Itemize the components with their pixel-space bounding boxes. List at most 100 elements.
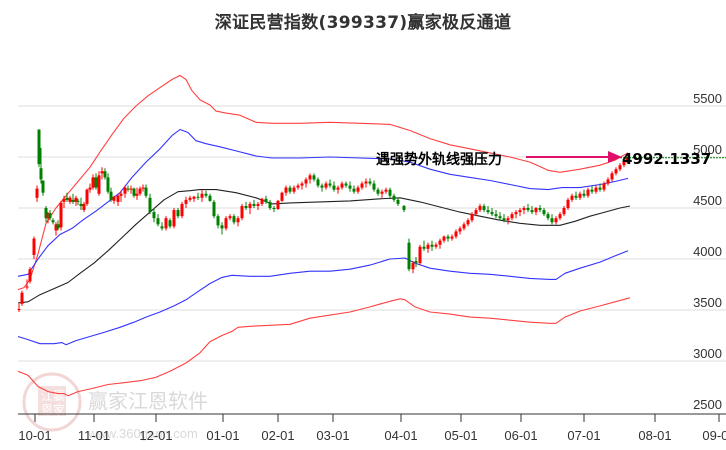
candle-body bbox=[184, 199, 188, 204]
band-line bbox=[17, 128, 629, 277]
candle-body bbox=[109, 191, 113, 200]
candle-body bbox=[502, 218, 506, 221]
watermark-seal-icon bbox=[22, 372, 82, 432]
candle-body bbox=[129, 188, 133, 190]
candle-body bbox=[28, 269, 32, 282]
svg-text:恩: 恩 bbox=[41, 403, 53, 417]
candle-body bbox=[37, 129, 41, 165]
candle-body bbox=[414, 261, 418, 264]
candle-body bbox=[407, 242, 411, 270]
candle-body bbox=[35, 188, 39, 198]
candle-body bbox=[614, 169, 618, 174]
candle-body bbox=[618, 165, 622, 170]
x-tick-label: 01-01 bbox=[206, 428, 239, 443]
candle-body bbox=[46, 214, 50, 219]
candle-body bbox=[426, 244, 430, 249]
candle-body bbox=[348, 185, 352, 189]
candle-body bbox=[48, 213, 52, 219]
candle-body bbox=[152, 212, 156, 219]
candle-body bbox=[462, 224, 466, 229]
candle-body bbox=[280, 192, 284, 201]
candle-body bbox=[522, 208, 526, 211]
candle-body bbox=[578, 193, 582, 198]
candle-body bbox=[438, 240, 442, 245]
candle-body bbox=[160, 226, 164, 229]
candle-body bbox=[17, 308, 21, 310]
y-tick-label: 5500 bbox=[693, 91, 722, 106]
candle-body bbox=[474, 210, 478, 215]
candle-body bbox=[176, 210, 180, 217]
candle-body bbox=[123, 187, 127, 194]
candle-body bbox=[602, 183, 606, 190]
candle-body bbox=[510, 214, 514, 219]
candle-body bbox=[566, 199, 570, 208]
candlesticks bbox=[17, 129, 629, 313]
candle-body bbox=[62, 198, 66, 202]
y-axis-ticks: 5500 5000 4500 4000 3500 3000 2500 bbox=[693, 91, 722, 412]
candle-body bbox=[458, 228, 462, 232]
candle-body bbox=[558, 214, 562, 219]
candle-body bbox=[392, 195, 396, 200]
candle-body bbox=[94, 177, 98, 188]
candle-body bbox=[570, 195, 574, 200]
candle-body bbox=[74, 197, 78, 202]
candle-body bbox=[550, 218, 554, 223]
candle-body bbox=[625, 158, 629, 162]
candle-body bbox=[79, 203, 83, 206]
candle-body bbox=[542, 210, 546, 215]
band-line bbox=[17, 74, 629, 291]
candle-body bbox=[562, 208, 566, 215]
candle-body bbox=[388, 189, 392, 196]
candle-body bbox=[434, 244, 438, 247]
candle-body bbox=[284, 187, 288, 193]
candle-body bbox=[288, 187, 292, 192]
candle-body bbox=[85, 189, 89, 204]
candle-body bbox=[168, 220, 172, 227]
candle-body bbox=[336, 187, 340, 190]
candle-body bbox=[312, 175, 316, 180]
candle-body bbox=[454, 231, 458, 237]
candle-body bbox=[304, 179, 308, 184]
band-line bbox=[17, 189, 631, 304]
candle-body bbox=[526, 208, 530, 211]
candle-body bbox=[340, 183, 344, 188]
candle-body bbox=[598, 187, 602, 190]
candle-body bbox=[402, 205, 406, 211]
y-tick-label: 3000 bbox=[693, 346, 722, 361]
candle-body bbox=[418, 246, 422, 264]
candle-body bbox=[586, 189, 590, 196]
candle-body bbox=[172, 210, 176, 227]
annotation-text: 遇强势外轨线强压力 bbox=[376, 151, 502, 168]
band-line bbox=[17, 297, 631, 397]
watermark-url: www.360gann.com bbox=[87, 426, 198, 441]
x-tick-label: 12-01 bbox=[139, 428, 172, 443]
candle-body bbox=[490, 212, 494, 215]
candle-body bbox=[324, 183, 328, 188]
y-tick-label: 4000 bbox=[693, 244, 722, 259]
candle-body bbox=[356, 187, 360, 192]
candle-body bbox=[328, 183, 332, 186]
candle-body bbox=[610, 173, 614, 180]
candle-body bbox=[59, 202, 63, 228]
candle-body bbox=[126, 188, 130, 190]
candle-body bbox=[292, 187, 296, 192]
candle-body bbox=[430, 244, 434, 247]
candle-body bbox=[32, 238, 36, 255]
candle-body bbox=[56, 224, 60, 229]
y-tick-label: 2500 bbox=[693, 397, 722, 412]
candle-body bbox=[132, 188, 136, 196]
candle-body bbox=[606, 179, 610, 184]
candle-body bbox=[344, 183, 348, 186]
x-tick-label: 11-01 bbox=[78, 428, 110, 443]
candle-body bbox=[164, 218, 168, 229]
candle-body bbox=[68, 197, 72, 202]
x-tick-label: 05-01 bbox=[444, 428, 477, 443]
candle-body bbox=[82, 203, 86, 211]
x-axis-ticks: 10-01 11-01 12-01 01-01 02-01 03-01 04-01 05-01… bbox=[18, 414, 726, 443]
y-tick-label: 5000 bbox=[693, 142, 722, 157]
candle-body bbox=[51, 220, 55, 223]
candle-body bbox=[268, 201, 272, 208]
candle-body bbox=[220, 225, 224, 229]
candle-body bbox=[594, 187, 598, 192]
candle-body bbox=[71, 199, 75, 202]
